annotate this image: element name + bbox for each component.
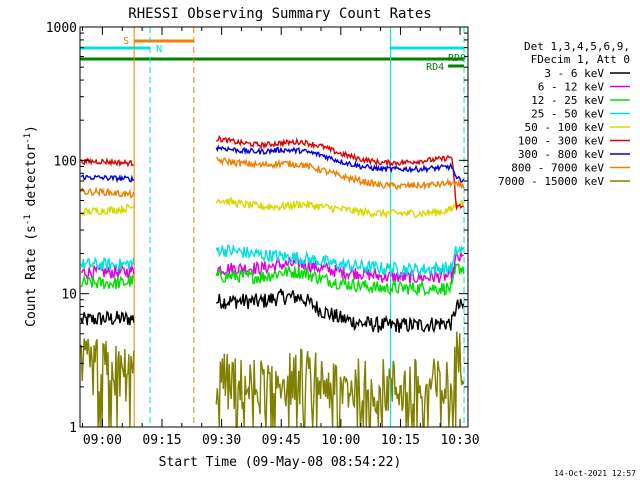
x-tick-label: 10:00 xyxy=(321,433,360,448)
series-line-300-800-kev-part2 xyxy=(215,144,465,183)
y-label-mid: detector xyxy=(24,144,39,215)
series-line-7000-15000-kev-part1 xyxy=(80,338,135,428)
y-tick-label: 100 xyxy=(54,154,77,169)
legend-entry-label: 6 - 12 keV xyxy=(538,81,605,94)
series-line-6-12-kev-part2 xyxy=(215,250,464,284)
legend-header-line1: Det 1,3,4,5,6,9, xyxy=(524,40,630,53)
series-line-12-25-kev-part1 xyxy=(80,273,135,290)
y-label-sup2: -1 xyxy=(23,133,33,144)
legend: Det 1,3,4,5,6,9, FDecim 1, Att 0 3 - 6 k… xyxy=(498,40,630,188)
series-line-3-6-kev-part2 xyxy=(215,288,465,334)
x-tick-label: 09:00 xyxy=(83,433,122,448)
series-line-25-50-kev-part1 xyxy=(80,256,135,273)
y-tick-label: 1 xyxy=(69,421,77,436)
y-label-main: Count Rate (s xyxy=(24,225,39,327)
series-line-25-50-kev-part2 xyxy=(215,243,465,277)
series-line-6-12-kev-part1 xyxy=(80,263,135,281)
footer-timestamp: 14-Oct-2021 12:57 xyxy=(554,469,636,478)
legend-entry-label: 800 - 7000 keV xyxy=(511,162,604,175)
series-line-3-6-kev-part1 xyxy=(80,310,135,326)
observing-flags: S N RD4 RD0 xyxy=(80,36,466,73)
legend-entry-label: 25 - 50 keV xyxy=(531,108,604,121)
series-line-100-300-kev-part2 xyxy=(216,134,464,211)
chart-title: RHESSI Observing Summary Count Rates xyxy=(128,6,431,22)
y-label-sup1: -1 xyxy=(23,214,33,225)
x-tick-label: 10:30 xyxy=(440,433,479,448)
legend-entry-label: 100 - 300 keV xyxy=(518,135,604,148)
plot-frame xyxy=(79,26,469,428)
x-tick-label: 09:15 xyxy=(142,433,181,448)
series-line-50-100-kev-part1 xyxy=(80,203,135,216)
legend-entry-label: 12 - 25 keV xyxy=(531,94,604,107)
legend-entry-label: 7000 - 15000 keV xyxy=(498,175,604,188)
count-rate-series xyxy=(80,134,465,428)
rd4-flag-label: RD4 xyxy=(426,62,444,73)
x-tick-label: 10:15 xyxy=(381,433,420,448)
series-line-800-7000-kev-part1 xyxy=(80,186,135,199)
rd0-flag-label: RD0 xyxy=(448,53,466,64)
legend-entry-label: 50 - 100 keV xyxy=(525,121,605,134)
y-tick-label: 10 xyxy=(61,288,77,303)
series-line-7000-15000-kev-part2 xyxy=(215,331,465,428)
x-tick-label: 09:45 xyxy=(262,433,301,448)
x-tick-label: 09:30 xyxy=(202,433,241,448)
saa-flag-label: S xyxy=(123,36,129,47)
legend-entry-label: 300 - 800 keV xyxy=(518,148,604,161)
axes: 09:00 09:15 09:30 09:45 10:00 10:15 10:30 1 10 10… xyxy=(46,21,480,448)
legend-header-line2: FDecim 1, Att 0 xyxy=(531,53,630,66)
y-axis-label: Count Rate (s-1 detector-1) xyxy=(23,125,39,327)
series-line-100-300-kev-part1 xyxy=(80,157,134,168)
y-tick-label: 1000 xyxy=(46,21,77,36)
x-axis-label: Start Time (09-May-08 08:54:22) xyxy=(159,455,402,470)
legend-entry-label: 3 - 6 keV xyxy=(544,67,604,80)
series-line-800-7000-kev-part2 xyxy=(215,156,465,191)
y-label-end: ) xyxy=(24,125,39,133)
night-flag-label: N xyxy=(156,44,162,55)
series-line-300-800-kev-part1 xyxy=(80,174,135,184)
series-line-50-100-kev-part2 xyxy=(215,196,465,220)
series-line-12-25-kev-part2 xyxy=(215,263,465,297)
